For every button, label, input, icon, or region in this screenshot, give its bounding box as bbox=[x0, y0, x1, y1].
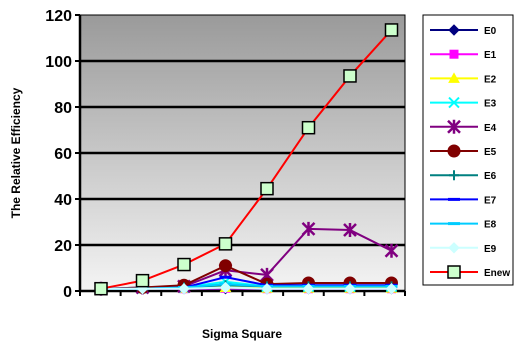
legend-label: E3 bbox=[484, 99, 497, 110]
data-point-E9 bbox=[344, 282, 356, 295]
data-point-E9 bbox=[385, 282, 398, 295]
legend-label: E7 bbox=[484, 195, 497, 206]
data-point-Enew bbox=[135, 273, 150, 288]
legend-label: E6 bbox=[484, 171, 497, 182]
legend-item-E8: E8 bbox=[430, 220, 497, 231]
y-tick-label: 120 bbox=[45, 8, 72, 25]
series-group bbox=[94, 23, 399, 296]
y-axis-title: The Relative Efficiency bbox=[9, 87, 23, 218]
data-point-Enew bbox=[301, 120, 316, 135]
data-point-E5 bbox=[219, 259, 232, 273]
series-line-Enew bbox=[100, 29, 393, 290]
data-point-Enew bbox=[177, 257, 191, 272]
legend-label: E1 bbox=[484, 50, 497, 61]
data-point-E9 bbox=[261, 282, 273, 295]
y-tick-label: 60 bbox=[54, 146, 72, 163]
data-point-E9 bbox=[219, 281, 232, 294]
x-axis-title: Sigma Square bbox=[202, 327, 282, 341]
legend-item-Enew: Enew bbox=[430, 265, 510, 279]
legend-item-E4: E4 bbox=[430, 119, 497, 134]
legend-item-E2: E2 bbox=[430, 72, 497, 85]
y-tick-label: 0 bbox=[63, 284, 72, 301]
data-point-E9 bbox=[178, 282, 190, 295]
legend-item-E9: E9 bbox=[430, 242, 497, 255]
legend-marker-Enew bbox=[447, 265, 461, 279]
legend-label: E9 bbox=[484, 244, 497, 255]
legend-label: E4 bbox=[484, 123, 497, 134]
series-line-E9 bbox=[101, 286, 392, 290]
legend-label: E2 bbox=[484, 74, 497, 85]
legend-marker-E5 bbox=[447, 144, 461, 158]
y-tick-label: 20 bbox=[54, 238, 72, 255]
y-tick-label: 100 bbox=[45, 54, 72, 71]
legend-item-E1: E1 bbox=[430, 49, 497, 61]
data-point-Enew bbox=[218, 237, 233, 251]
legend-marker-E3 bbox=[448, 96, 460, 109]
legend-marker-E9 bbox=[448, 242, 460, 254]
legend-item-E6: E6 bbox=[430, 170, 497, 182]
legend-marker-E2 bbox=[448, 72, 460, 83]
legend-marker-E6 bbox=[449, 170, 459, 181]
legend-marker-E1 bbox=[449, 49, 459, 59]
data-point-E4 bbox=[301, 221, 316, 236]
series-Enew bbox=[94, 23, 399, 296]
legend-item-E3: E3 bbox=[430, 96, 497, 110]
legend-item-E5: E5 bbox=[430, 144, 497, 158]
legend-label: E8 bbox=[484, 220, 497, 231]
gridlines bbox=[80, 59, 405, 247]
data-point-E9 bbox=[302, 282, 315, 295]
data-point-E4 bbox=[384, 243, 399, 258]
legend-marker-E0 bbox=[448, 24, 460, 36]
legend: E0 E1 E2 E3 E4 E5 E6 E7 E8 E9 Enew bbox=[430, 24, 510, 279]
data-point-Enew bbox=[94, 281, 108, 296]
data-point-E4 bbox=[343, 223, 357, 238]
y-tick-label: 40 bbox=[54, 192, 72, 209]
legend-item-E0: E0 bbox=[430, 24, 497, 37]
legend-label: E0 bbox=[484, 26, 497, 37]
series-line-E5 bbox=[100, 264, 392, 290]
data-point-Enew bbox=[260, 181, 274, 196]
data-point-Enew bbox=[384, 23, 399, 37]
legend-label: Enew bbox=[484, 268, 510, 279]
data-point-Enew bbox=[343, 69, 357, 83]
legend-marker-E4 bbox=[447, 119, 461, 134]
y-tick-label: 80 bbox=[54, 100, 72, 117]
y-tick-labels: 0 20 40 60 80 100 120 bbox=[45, 8, 72, 301]
legend-label: E5 bbox=[484, 147, 497, 158]
legend-item-E7: E7 bbox=[430, 195, 497, 206]
